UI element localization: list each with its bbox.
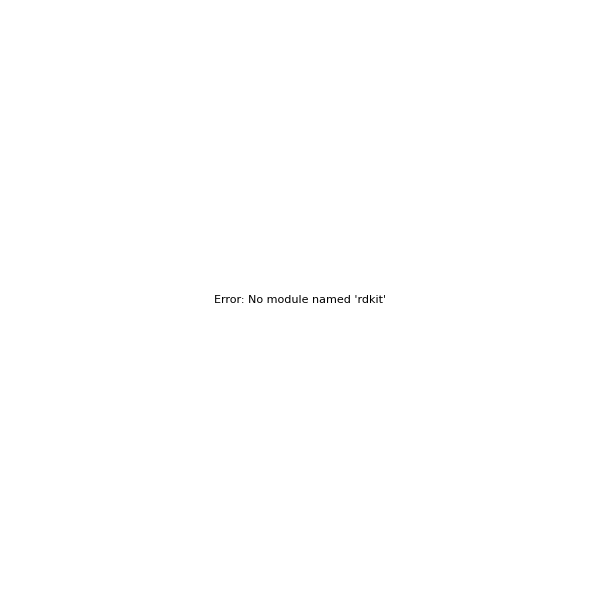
Text: Error: No module named 'rdkit': Error: No module named 'rdkit' — [214, 295, 386, 305]
